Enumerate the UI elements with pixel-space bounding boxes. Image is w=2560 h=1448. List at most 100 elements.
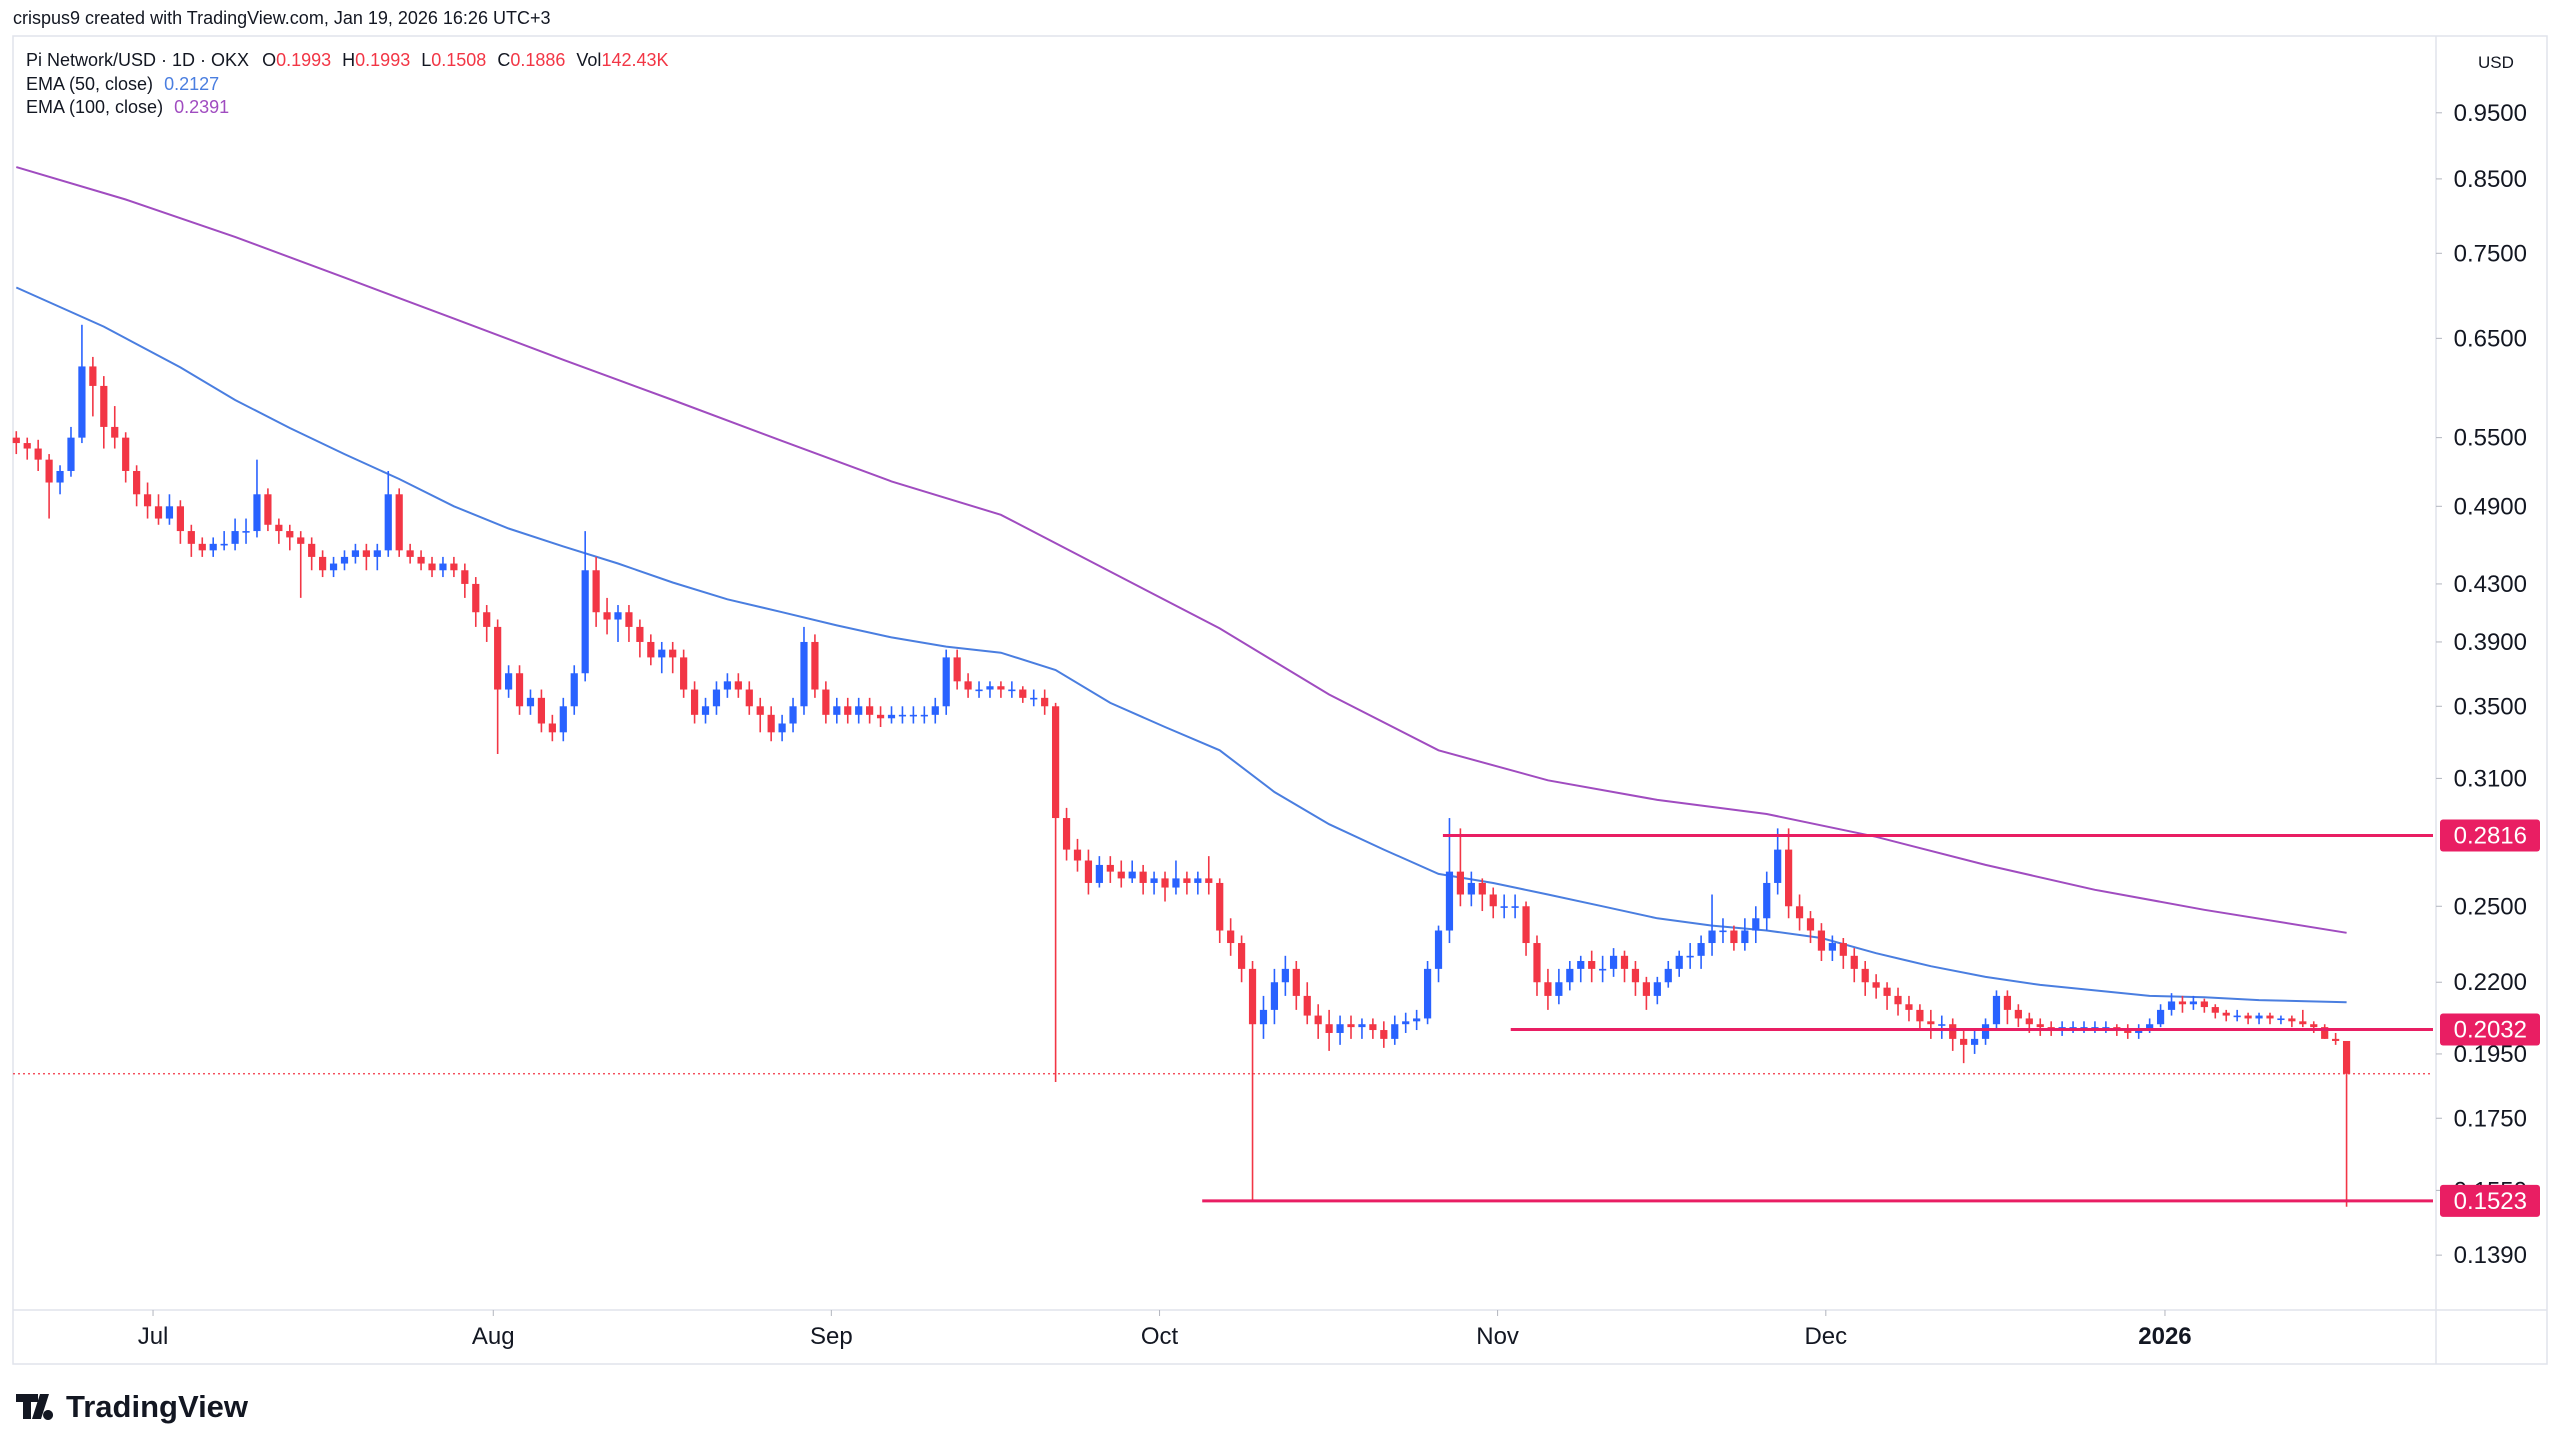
- candle-body: [286, 531, 294, 538]
- candle-body: [2102, 1027, 2110, 1029]
- y-tick-label: 0.9500: [2454, 100, 2527, 127]
- candle-body: [1839, 943, 1847, 956]
- candle-body: [1478, 882, 1486, 895]
- candle-body: [198, 543, 206, 551]
- candle-body: [1183, 878, 1191, 883]
- candle-body: [1008, 689, 1016, 692]
- candle-body: [2025, 1018, 2033, 1025]
- close-label: C: [497, 50, 510, 70]
- candle-body: [1916, 1009, 1924, 1022]
- candle-body: [1828, 943, 1836, 951]
- candle-body: [1981, 1024, 1990, 1039]
- candle-body: [876, 714, 885, 719]
- candle-body: [2277, 1018, 2285, 1021]
- candle-body: [2233, 1015, 2241, 1018]
- y-tick-label: 0.4300: [2454, 571, 2527, 598]
- candle-body: [319, 556, 327, 571]
- candle-body: [384, 494, 392, 551]
- candle-body: [308, 543, 316, 557]
- candle-body: [1960, 1038, 1968, 1045]
- candle-body: [1445, 871, 1454, 931]
- candle-body: [1041, 697, 1049, 707]
- candle-body: [515, 673, 524, 707]
- candle-body: [1248, 968, 1257, 1025]
- candle-body: [1653, 982, 1661, 996]
- candle-body: [1697, 943, 1705, 956]
- candle-body: [1577, 961, 1585, 969]
- level-label-box: [2440, 1013, 2540, 1046]
- candle-body: [898, 714, 907, 717]
- candle-body: [1391, 1024, 1399, 1039]
- candle-body: [133, 470, 141, 495]
- candle-body: [1336, 1024, 1344, 1033]
- y-tick-label: 0.7500: [2454, 240, 2527, 267]
- candle-body: [1566, 968, 1574, 983]
- candle-body: [1872, 982, 1880, 988]
- candle-body: [1062, 818, 1071, 850]
- candle-body: [1281, 968, 1289, 983]
- ema-legend: EMA (100, close) 0.2391: [26, 97, 229, 117]
- candle-body: [1511, 906, 1519, 908]
- candle-body: [1095, 864, 1103, 883]
- level-label: 0.1523: [2454, 1188, 2527, 1215]
- open-value: 0.1993: [276, 50, 331, 70]
- x-tick-label: Sep: [810, 1323, 853, 1350]
- candle-body: [811, 641, 819, 690]
- candle-body: [2124, 1030, 2132, 1033]
- candle-body: [647, 641, 655, 658]
- candle-body: [887, 714, 896, 719]
- level-label-box: [2440, 1184, 2540, 1217]
- candle-body: [340, 556, 349, 564]
- candle-body: [1555, 982, 1563, 996]
- candle-body: [1971, 1038, 1979, 1045]
- candle-body: [1402, 1021, 1410, 1025]
- ema-value: 0.2127: [164, 74, 219, 94]
- candle-body: [1850, 955, 1858, 969]
- candle-body: [494, 626, 502, 690]
- candle-body: [2156, 1009, 2165, 1025]
- level-label: 0.2032: [2454, 1016, 2527, 1043]
- candle-body: [1270, 982, 1279, 1010]
- candle-body: [1949, 1024, 1957, 1039]
- candle-body: [1664, 968, 1672, 983]
- candle-body: [417, 556, 425, 564]
- candle-body: [866, 706, 874, 715]
- candle-body: [1106, 864, 1114, 872]
- open-label: O: [262, 50, 276, 70]
- candle-body: [1730, 930, 1738, 944]
- low-label: L: [421, 50, 431, 70]
- ema-line: [16, 166, 2347, 934]
- candle-body: [2266, 1015, 2274, 1019]
- candle-body: [1883, 987, 1891, 996]
- legend-main: Pi Network/USD · 1D · OKX O0.1993 H0.199…: [26, 50, 669, 70]
- candle-body: [275, 524, 283, 532]
- candle-body: [56, 470, 64, 483]
- candle-body: [1642, 982, 1650, 996]
- candle-body: [2222, 1012, 2230, 1016]
- candle-body: [1030, 697, 1038, 700]
- candle-body: [483, 612, 491, 627]
- high-label: H: [342, 50, 355, 70]
- y-tick-label: 0.2500: [2454, 893, 2527, 920]
- candle-body: [1861, 968, 1869, 983]
- candle-body: [187, 531, 195, 544]
- candle-body: [2299, 1021, 2307, 1025]
- tradingview-logo: TradingView: [16, 1389, 249, 1424]
- candle-body: [1358, 1024, 1366, 1028]
- candle-body: [1423, 968, 1432, 1019]
- candle-body: [165, 506, 174, 519]
- candle-body: [2332, 1038, 2340, 1041]
- candle-body: [472, 583, 480, 613]
- plot-area: 0.9500 0.8500 0.7500 0.6500 0.5500 0.4900 0.43…: [12, 100, 2540, 1350]
- y-tick-label: 0.8500: [2454, 166, 2527, 193]
- candle-body: [220, 543, 228, 546]
- candle-body: [1774, 849, 1782, 883]
- candle-body: [1938, 1024, 1946, 1026]
- candle-body: [1259, 1009, 1268, 1025]
- candle-body: [537, 697, 546, 724]
- candle-body: [997, 686, 1005, 690]
- candle-body: [712, 689, 721, 707]
- candle-body: [1161, 878, 1169, 888]
